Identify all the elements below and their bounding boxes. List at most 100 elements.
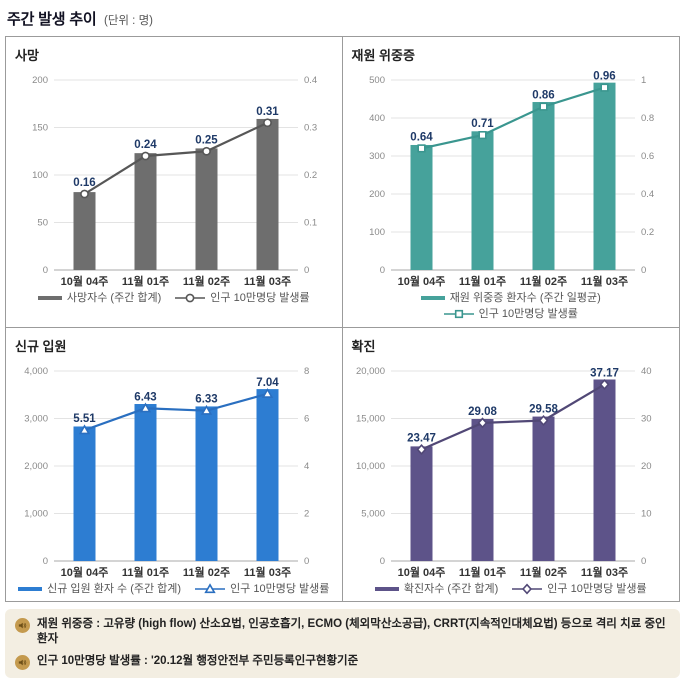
left-axis-tick: 3,000 (24, 413, 48, 424)
x-axis-label: 10월 04주 (397, 274, 445, 288)
bar (134, 403, 157, 561)
data-label: 0.64 (410, 131, 433, 143)
left-axis-tick: 0 (379, 556, 384, 567)
left-axis-tick: 1,000 (24, 508, 48, 519)
square-marker (538, 102, 548, 111)
right-axis-tick: 20 (641, 461, 652, 472)
diamond-marker (599, 378, 609, 390)
data-label: 6.33 (195, 393, 217, 405)
circle-marker (263, 118, 272, 128)
chart-title-admissions: 신규 입원 (15, 338, 67, 354)
left-axis-tick: 20,000 (355, 366, 384, 377)
x-axis-label: 11월 02주 (519, 565, 566, 579)
right-axis-tick: 0 (641, 556, 646, 567)
bar (532, 102, 554, 270)
rate-line (420, 86, 605, 150)
circle-marker (185, 293, 195, 303)
triangle-marker (204, 582, 216, 593)
rate-line (420, 383, 605, 451)
footnotes: 재원 위중증 : 고유량 (high flow) 산소요법, 인공호흡기, EC… (5, 608, 680, 678)
rate-line (84, 392, 268, 431)
square-marker (599, 83, 609, 92)
confirmed-chart: 0 5,000 10,000 15,000 20,000 0 10 20 30 40 23.47 29… (351, 357, 672, 596)
left-axis-tick: 150 (32, 123, 48, 134)
right-axis-tick: 40 (641, 366, 652, 377)
triangle-marker (261, 387, 274, 398)
chart-title-confirmed: 확진 (351, 338, 376, 354)
left-axis-tick: 400 (369, 113, 385, 124)
left-axis-tick: 200 (369, 189, 385, 200)
right-axis-tick: 2 (304, 508, 309, 519)
left-axis-tick: 100 (369, 227, 385, 238)
data-label: 0.86 (532, 90, 554, 102)
bar (593, 379, 615, 561)
right-axis-tick: 0.6 (641, 151, 654, 162)
chart-svg: 0 1,000 2,000 3,000 4,000 0 2 4 6 8 5.51 6.43 6.33 7.… (24, 366, 309, 579)
data-label: 0.31 (256, 106, 279, 118)
data-label: 23.47 (407, 432, 436, 444)
right-axis-tick: 0.1 (304, 218, 317, 229)
square-marker (454, 310, 463, 319)
x-axis-label: 11월 01주 (122, 274, 169, 288)
chart-panel-severe: 재원 위중증 0 100 200 300 400 500 0 0.2 0.4 0.6 0.8 1 0.6… (342, 36, 680, 328)
data-label: 7.04 (256, 376, 279, 388)
right-axis-tick: 0.2 (641, 227, 654, 238)
data-label: 37.17 (590, 367, 619, 379)
bar (532, 416, 554, 561)
footnote-rate-basis: 인구 10만명당 발생률 : '20.12월 행정안전부 주민등록인구현황기준 (15, 654, 670, 670)
chart-legend: 재원 위중증 환자수 (주간 일평균) 인구 10만명당 발생률 (351, 291, 672, 322)
x-axis-label: 11월 01주 (458, 274, 505, 288)
circle-marker (141, 151, 150, 161)
chart-title-deaths: 사망 (15, 48, 39, 63)
chart-panel-deaths: 사망 0 50 100 150 200 0 0.1 0.2 0.3 0.4 0.16 0.24 0.25… (5, 36, 343, 328)
right-axis-tick: 6 (304, 413, 309, 424)
square-marker (416, 144, 426, 153)
left-axis-tick: 15,000 (355, 413, 384, 424)
admissions-chart: 0 1,000 2,000 3,000 4,000 0 2 4 6 8 5.51 6.43 6.33 7.… (14, 357, 334, 596)
right-axis-tick: 0 (304, 556, 309, 567)
left-axis-tick: 10,000 (355, 461, 384, 472)
bar-legend-swatch (420, 296, 445, 301)
speaker-icon (15, 617, 30, 633)
legend-label: 인구 10만명당 발생률 (547, 582, 647, 595)
deaths-chart: 0 50 100 150 200 0 0.1 0.2 0.3 0.4 0.16 0.24 0.25 0.3… (14, 66, 334, 305)
triangle-marker (78, 423, 91, 434)
right-axis-tick: 30 (641, 413, 652, 424)
right-axis-tick: 0 (304, 265, 309, 276)
footnote-text: 인구 10만명당 발생률 : '20.12월 행정안전부 주민등록인구현황기준 (37, 654, 359, 667)
legend-item-line: 인구 10만명당 발생률 (175, 291, 310, 305)
circle-marker (202, 146, 211, 156)
chart-svg: 0 50 100 150 200 0 0.1 0.2 0.3 0.4 0.16 0.24 0.25 0.3… (32, 75, 317, 288)
bar (256, 118, 279, 270)
x-axis-label: 11월 03주 (580, 274, 627, 288)
legend-item-line: 인구 10만명당 발생률 (443, 307, 578, 321)
chart-legend: 확진자수 (주간 합계) 인구 10만명당 발생률 (351, 582, 672, 596)
triangle-marker (200, 404, 213, 415)
line-legend-swatch (512, 583, 543, 595)
legend-item-bar: 사망자수 (주간 합계) (37, 291, 161, 305)
bar (471, 418, 493, 561)
x-axis-label: 11월 03주 (580, 565, 627, 579)
left-axis-tick: 0 (379, 265, 384, 276)
footnote-severe-definition: 재원 위중증 : 고유량 (high flow) 산소요법, 인공호흡기, EC… (15, 617, 670, 648)
legend-item-bar: 신규 입원 환자 수 (주간 합계) (18, 582, 181, 596)
left-axis-tick: 300 (369, 151, 385, 162)
chart-svg: 0 100 200 300 400 500 0 0.2 0.4 0.6 0.8 1 0.64 0.71 0.… (369, 71, 654, 288)
rate-line (83, 121, 268, 195)
legend-item-line: 인구 10만명당 발생률 (512, 582, 647, 596)
chart-svg: 0 5,000 10,000 15,000 20,000 0 10 20 30 40 23.47 29… (355, 366, 652, 579)
bar (471, 131, 493, 270)
data-label: 6.43 (134, 391, 156, 403)
x-axis-label: 11월 03주 (244, 565, 291, 579)
right-axis-tick: 8 (304, 366, 309, 377)
bar-legend-swatch (37, 296, 62, 301)
line-legend-swatch (443, 310, 474, 319)
right-axis-tick: 0.4 (641, 189, 654, 200)
line-legend-swatch (195, 582, 226, 593)
x-axis-label: 11월 02주 (519, 274, 566, 288)
severe-chart: 0 100 200 300 400 500 0 0.2 0.4 0.6 0.8 1 0.64 0.71 0.… (351, 66, 672, 322)
bar-legend-swatch (18, 586, 43, 591)
diamond-marker (477, 416, 487, 428)
legend-label: 재원 위중증 환자수 (주간 일평균) (449, 292, 601, 304)
